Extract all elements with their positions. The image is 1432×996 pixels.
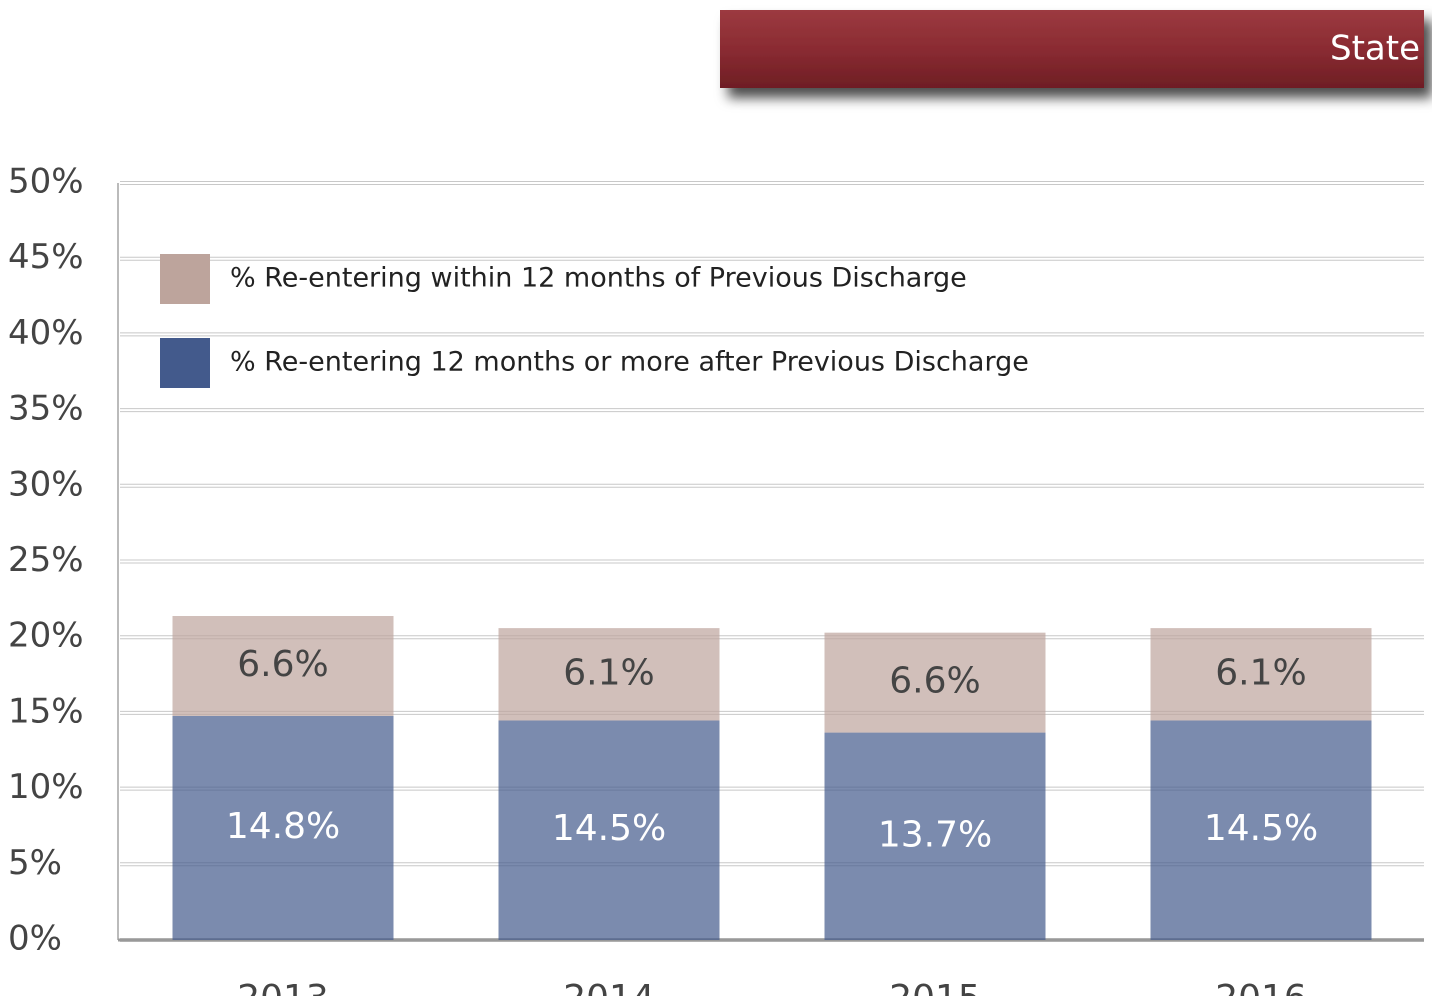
- x-tick-label: 2013: [237, 978, 329, 996]
- legend-swatch: [160, 338, 210, 388]
- data-label: 14.5%: [552, 808, 666, 849]
- x-tick-label: 2014: [563, 978, 655, 996]
- y-tick-label: 5%: [8, 843, 62, 883]
- bar-segment: [498, 720, 720, 940]
- bar-segment: [1150, 720, 1372, 940]
- y-tick-label: 50%: [8, 162, 84, 202]
- y-tick-label: 35%: [8, 389, 84, 429]
- y-tick-label: 10%: [8, 767, 84, 807]
- bar-segment: [172, 715, 394, 940]
- data-label: 6.1%: [563, 652, 654, 693]
- legend-label: % Re-entering within 12 months of Previo…: [230, 263, 967, 294]
- y-tick-label: 45%: [8, 237, 84, 277]
- y-tick-label: 30%: [8, 464, 84, 504]
- data-label: 13.7%: [878, 814, 992, 855]
- data-label: 14.8%: [226, 806, 340, 847]
- chart-title: State: [1330, 29, 1420, 69]
- y-tick-label: 25%: [8, 540, 84, 580]
- x-tick-label: 2015: [889, 978, 981, 996]
- legend-swatch: [160, 254, 210, 304]
- y-tick-label: 40%: [8, 313, 84, 353]
- legend-label: % Re-entering 12 months or more after Pr…: [230, 347, 1029, 378]
- bar-segment: [824, 732, 1046, 940]
- x-tick-label: 2016: [1215, 978, 1307, 996]
- banner: [720, 10, 1424, 88]
- data-label: 6.6%: [237, 644, 328, 685]
- bar-segment: [1150, 628, 1372, 721]
- y-tick-label: 15%: [8, 691, 84, 731]
- data-label: 6.6%: [889, 661, 980, 702]
- data-label: 6.1%: [1215, 652, 1306, 693]
- y-tick-label: 0%: [8, 919, 62, 959]
- bar-segment: [498, 628, 720, 721]
- bar-segment: [824, 632, 1046, 733]
- y-tick-label: 20%: [8, 616, 84, 656]
- data-label: 14.5%: [1204, 808, 1318, 849]
- bar-segment: [172, 616, 394, 716]
